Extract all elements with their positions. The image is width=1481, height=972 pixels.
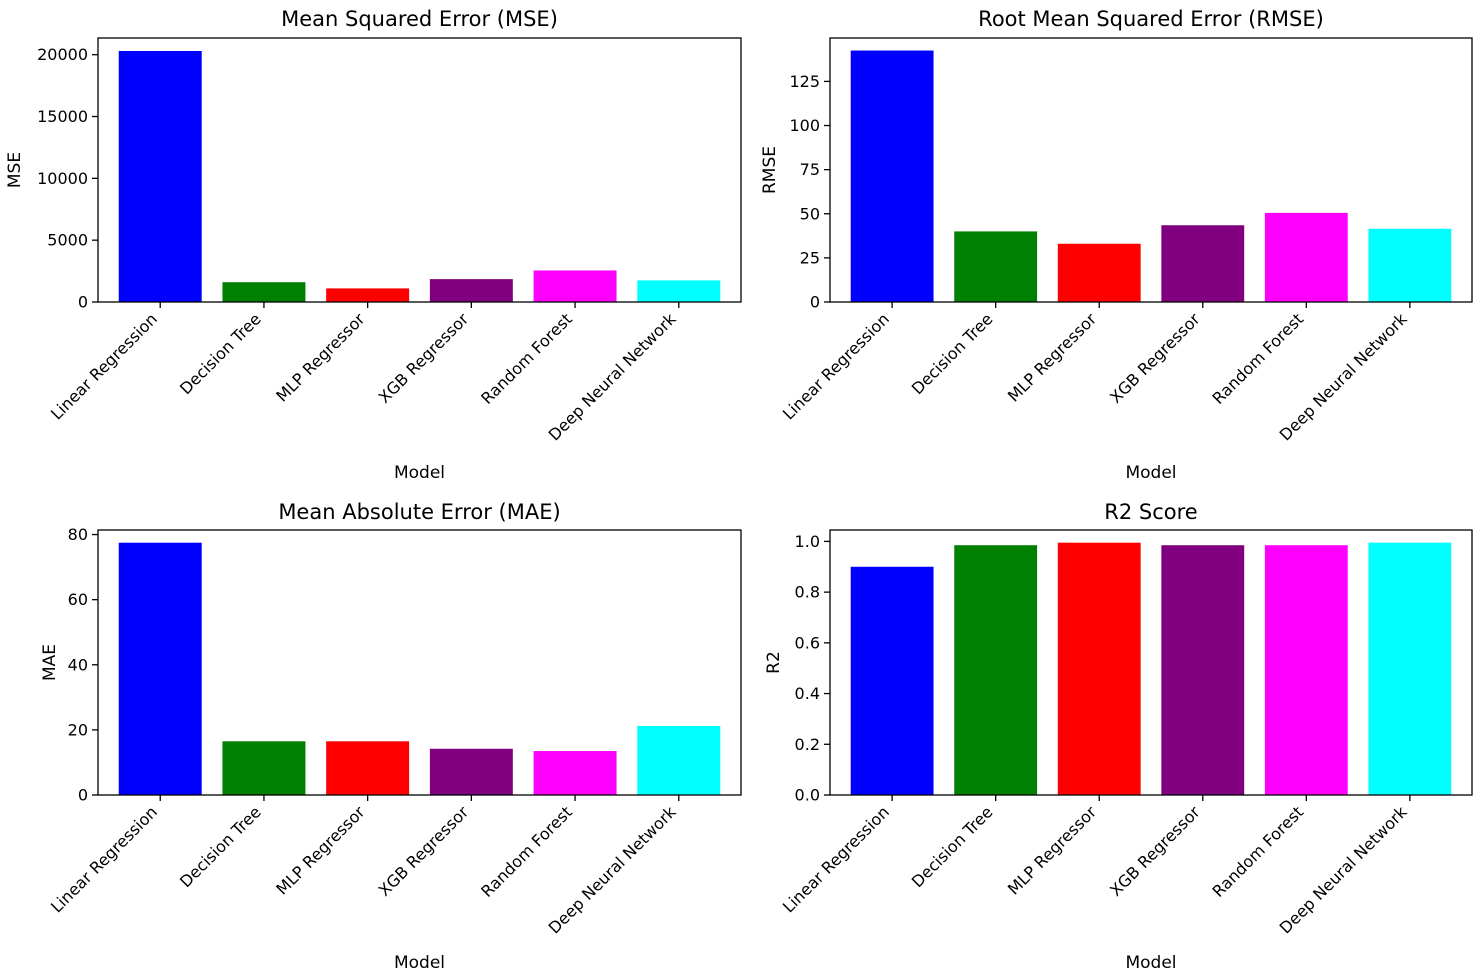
x-tick-label: Decision Tree bbox=[176, 309, 265, 398]
y-axis-label: R2 bbox=[764, 651, 784, 674]
y-tick-label: 15000 bbox=[37, 107, 88, 126]
x-tick-label: Random Forest bbox=[1209, 309, 1308, 408]
bar-deep-neural-network bbox=[637, 280, 721, 302]
y-tick-label: 25 bbox=[800, 248, 820, 267]
y-tick-label: 5000 bbox=[47, 231, 88, 250]
y-tick-label: 0.2 bbox=[795, 735, 820, 754]
x-tick-label: Linear Regression bbox=[779, 309, 893, 423]
bar-mlp-regressor bbox=[326, 741, 410, 795]
y-tick-label: 1.0 bbox=[795, 532, 820, 551]
x-tick-label: XGB Regressor bbox=[1106, 309, 1204, 407]
bar-deep-neural-network bbox=[637, 725, 721, 795]
y-tick-label: 0 bbox=[78, 293, 88, 312]
bar-linear-regression bbox=[118, 50, 202, 302]
bar-random-forest bbox=[533, 751, 617, 795]
x-tick-label: MLP Regressor bbox=[1004, 309, 1100, 405]
x-tick-label: XGB Regressor bbox=[375, 309, 473, 407]
y-tick-label: 80 bbox=[68, 525, 88, 544]
x-tick-label: MLP Regressor bbox=[272, 309, 368, 405]
bar-mlp-regressor bbox=[1057, 243, 1141, 302]
x-tick-label: Linear Regression bbox=[47, 309, 161, 423]
x-tick-label: Random Forest bbox=[477, 309, 576, 408]
bar-xgb-regressor bbox=[1161, 545, 1245, 795]
y-tick-label: 0 bbox=[810, 293, 820, 312]
bar-decision-tree bbox=[954, 545, 1038, 795]
y-tick-label: 100 bbox=[789, 116, 820, 135]
bar-random-forest bbox=[533, 270, 617, 302]
y-axis-label: RMSE bbox=[760, 146, 780, 194]
y-tick-label: 125 bbox=[789, 72, 820, 91]
bar-linear-regression bbox=[850, 50, 934, 302]
x-axis-label: Model bbox=[394, 463, 445, 483]
bar-mlp-regressor bbox=[326, 288, 410, 302]
y-tick-label: 0 bbox=[78, 786, 88, 805]
y-tick-label: 0.8 bbox=[795, 583, 820, 602]
chart-title: R2 Score bbox=[1104, 500, 1197, 524]
x-tick-label: XGB Regressor bbox=[375, 802, 473, 900]
plot-frame bbox=[97, 529, 742, 796]
chart-title: Mean Absolute Error (MAE) bbox=[278, 500, 560, 524]
x-tick-label: Random Forest bbox=[477, 802, 576, 901]
x-tick-label: XGB Regressor bbox=[1106, 802, 1204, 900]
y-tick-label: 40 bbox=[68, 655, 88, 674]
chart-panel-1: 0 5000 10000 15000 20000 Linear Regression Dec… bbox=[5, 7, 742, 483]
plot-frame bbox=[97, 37, 742, 303]
chart-panel-2: 0 25 50 75 100 125 Linear Regression Decision T… bbox=[760, 7, 1473, 483]
x-tick-label: Decision Tree bbox=[908, 309, 997, 398]
x-tick-label: Decision Tree bbox=[908, 802, 997, 891]
bar-deep-neural-network bbox=[1368, 542, 1452, 795]
y-tick-label: 0.0 bbox=[795, 786, 820, 805]
chart-title: Root Mean Squared Error (RMSE) bbox=[978, 7, 1324, 31]
y-axis-label: MSE bbox=[5, 152, 25, 188]
x-tick-label: Linear Regression bbox=[779, 802, 893, 916]
x-tick-label: Linear Regression bbox=[47, 802, 161, 916]
y-axis-label: MAE bbox=[40, 644, 60, 681]
x-axis-label: Model bbox=[394, 953, 445, 972]
x-tick-label: Decision Tree bbox=[176, 802, 265, 891]
y-tick-label: 0.6 bbox=[795, 633, 820, 652]
y-tick-label: 60 bbox=[68, 590, 88, 609]
bar-xgb-regressor bbox=[1161, 225, 1245, 302]
bar-mlp-regressor bbox=[1057, 542, 1141, 795]
x-axis-label: Model bbox=[1125, 953, 1176, 972]
bar-linear-regression bbox=[118, 542, 202, 795]
plot-frame bbox=[829, 529, 1473, 796]
bar-xgb-regressor bbox=[429, 748, 513, 795]
bar-linear-regression bbox=[850, 566, 934, 795]
bar-decision-tree bbox=[222, 282, 306, 302]
bar-decision-tree bbox=[222, 741, 306, 795]
bar-xgb-regressor bbox=[429, 279, 513, 302]
bar-decision-tree bbox=[954, 231, 1038, 302]
y-tick-label: 50 bbox=[800, 204, 820, 223]
x-tick-label: MLP Regressor bbox=[272, 802, 368, 898]
x-tick-label: Random Forest bbox=[1209, 802, 1308, 901]
y-tick-label: 10000 bbox=[37, 169, 88, 188]
y-tick-label: 0.4 bbox=[795, 684, 820, 703]
bar-deep-neural-network bbox=[1368, 228, 1452, 302]
chart-panel-4: 0.0 0.2 0.4 0.6 0.8 1.0 Linear Regression Decis… bbox=[764, 500, 1473, 972]
x-axis-label: Model bbox=[1125, 463, 1176, 483]
bar-random-forest bbox=[1264, 545, 1348, 795]
bar-random-forest bbox=[1264, 212, 1348, 302]
x-tick-label: MLP Regressor bbox=[1004, 802, 1100, 898]
y-tick-label: 20 bbox=[68, 720, 88, 739]
chart-title: Mean Squared Error (MSE) bbox=[281, 7, 558, 31]
y-tick-label: 75 bbox=[800, 160, 820, 179]
y-tick-label: 20000 bbox=[37, 45, 88, 64]
